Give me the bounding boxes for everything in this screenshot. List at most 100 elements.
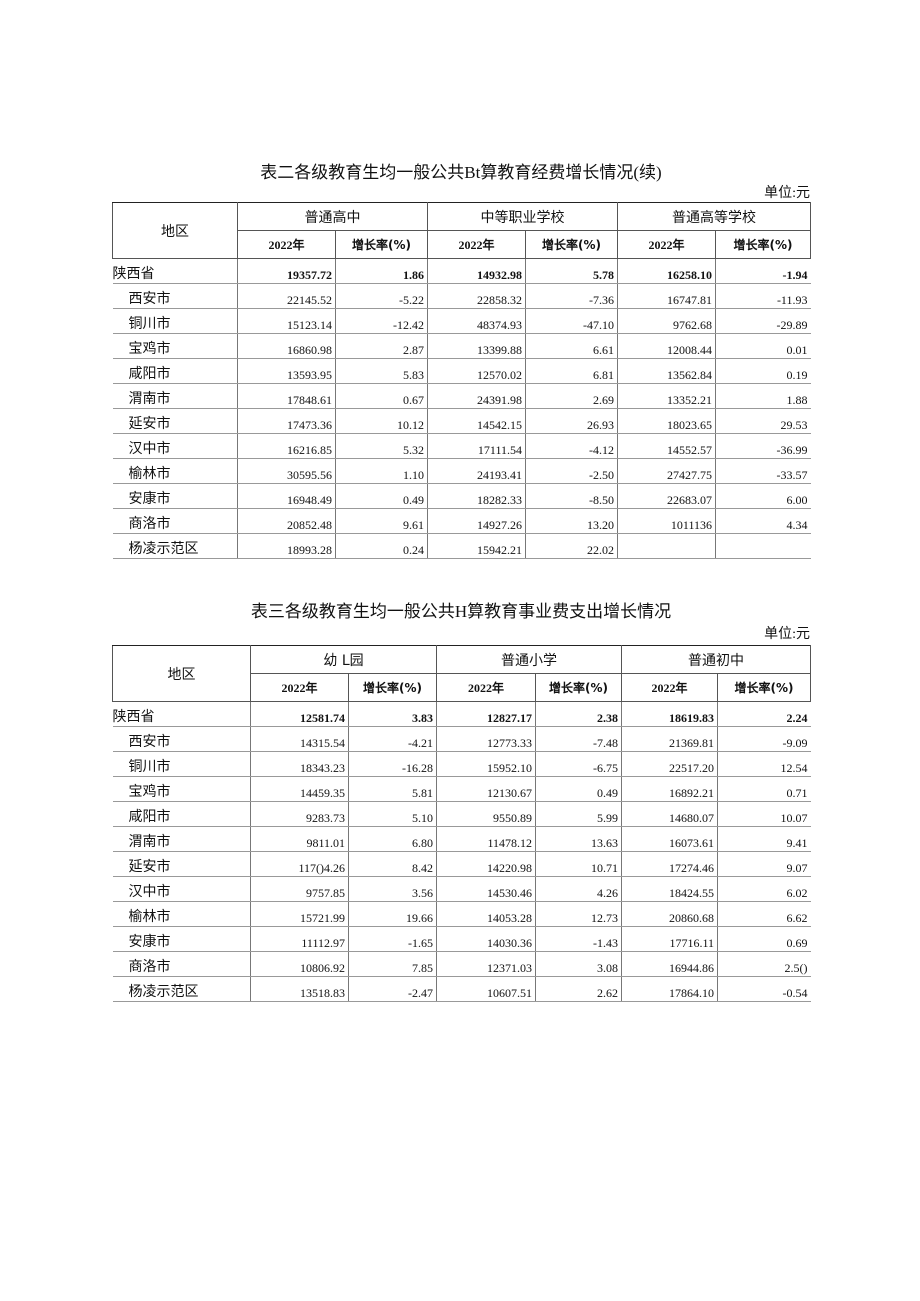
value-cell: 6.00 <box>715 483 811 509</box>
table-row: 西安市 14315.54 -4.21 12773.33 -7.48 21369.81 -9.… <box>112 726 811 752</box>
header-row: 2022年 增长率(%) 2022年 增长率(%) 2022年 增长率(%) <box>113 673 811 702</box>
value-cell: 18343.23 <box>250 751 349 777</box>
value-cell: 16216.85 <box>237 433 336 459</box>
value-cell: 16944.86 <box>621 951 718 977</box>
table-row: 陕西省 19357.72 1.86 14932.98 5.78 16258.10 -1.94 <box>112 258 811 284</box>
value-cell: 12371.03 <box>436 951 536 977</box>
value-cell: -7.36 <box>525 283 618 309</box>
value-cell: -16.28 <box>348 751 437 777</box>
value-cell: 12.73 <box>535 901 622 927</box>
value-cell: -5.22 <box>335 283 428 309</box>
value-cell: 0.69 <box>717 926 811 952</box>
value-cell: 13399.88 <box>427 333 526 359</box>
value-cell: 18023.65 <box>617 408 716 434</box>
value-cell: 1011136 <box>617 508 716 534</box>
value-cell: 6.81 <box>525 358 618 384</box>
table-row: 安康市 11112.97 -1.65 14030.36 -1.43 17716.11 0.6… <box>112 926 811 952</box>
value-cell: 0.24 <box>335 533 428 559</box>
table-row: 西安市 22145.52 -5.22 22858.32 -7.36 16747.81 -11… <box>112 283 811 309</box>
value-cell: 9762.68 <box>617 308 716 334</box>
table-row: 宝鸡市 16860.98 2.87 13399.88 6.61 12008.44 0.01 <box>112 333 811 359</box>
value-cell: -4.21 <box>348 726 437 752</box>
value-cell: 14053.28 <box>436 901 536 927</box>
value-cell: 18282.33 <box>427 483 526 509</box>
region-cell: 铜川市 <box>112 308 238 334</box>
column-header: 增长率(%) <box>715 230 811 259</box>
column-header: 2022年 <box>250 673 349 702</box>
table: 地区 普通高中 中等职业学校 普通高等学校 2022年 增长率(%) 2022年 增长率(%)… <box>112 202 811 559</box>
value-cell: 3.08 <box>535 951 622 977</box>
value-cell: 0.67 <box>335 383 428 409</box>
value-cell: 12773.33 <box>436 726 536 752</box>
table-row: 咸阳市 13593.95 5.83 12570.02 6.81 13562.84 0.19 <box>112 358 811 384</box>
table-row: 延安市 117()4.26 8.42 14220.98 10.71 17274.46 9.0… <box>112 851 811 877</box>
value-cell: -9.09 <box>717 726 811 752</box>
value-cell: 14932.98 <box>427 258 526 284</box>
column-header: 2022年 <box>436 673 536 702</box>
region-cell: 宝鸡市 <box>112 776 251 802</box>
table-row: 渭南市 9811.01 6.80 11478.12 13.63 16073.61 9.41 <box>112 826 811 852</box>
region-cell: 陕西省 <box>112 258 238 284</box>
value-cell: 14530.46 <box>436 876 536 902</box>
region-cell: 咸阳市 <box>112 358 238 384</box>
value-cell: 22858.32 <box>427 283 526 309</box>
value-cell: 9550.89 <box>436 801 536 827</box>
value-cell: 0.19 <box>715 358 811 384</box>
column-header: 增长率(%) <box>525 230 618 259</box>
region-cell: 汉中市 <box>112 876 251 902</box>
value-cell: -4.12 <box>525 433 618 459</box>
value-cell: 18619.83 <box>621 701 718 727</box>
value-cell: 16892.21 <box>621 776 718 802</box>
column-header: 增长率(%) <box>348 673 437 702</box>
value-cell: 14220.98 <box>436 851 536 877</box>
value-cell: -29.89 <box>715 308 811 334</box>
value-cell: 13518.83 <box>250 976 349 1002</box>
table: 地区幼 L园 普通小学 普通初中 2022年 增长率(%) 2022年 增长率(%) 2022… <box>112 645 811 1002</box>
value-cell: 6.02 <box>717 876 811 902</box>
table-row: 延安市 17473.36 10.12 14542.15 26.93 18023.65 29.… <box>112 408 811 434</box>
value-cell: 2.5() <box>717 951 811 977</box>
value-cell: -36.99 <box>715 433 811 459</box>
value-cell: 5.99 <box>535 801 622 827</box>
value-cell: 6.62 <box>717 901 811 927</box>
table-title: 表二各级教育生均一般公共Bt算教育经费增长情况(续) <box>260 163 662 182</box>
region-cell: 榆林市 <box>112 901 251 927</box>
value-cell: 9.07 <box>717 851 811 877</box>
value-cell: -1.43 <box>535 926 622 952</box>
table-row: 咸阳市 9283.73 5.10 9550.89 5.99 14680.07 10.07 <box>112 801 811 827</box>
value-cell: 14552.57 <box>617 433 716 459</box>
value-cell: -33.57 <box>715 458 811 484</box>
table-row: 安康市 16948.49 0.49 18282.33 -8.50 22683.07 6.00 <box>112 483 811 509</box>
column-header: 2022年 <box>427 230 526 259</box>
value-cell: 18993.28 <box>237 533 336 559</box>
value-cell: -0.54 <box>717 976 811 1002</box>
value-cell: 6.80 <box>348 826 437 852</box>
region-cell: 安康市 <box>112 483 238 509</box>
table-row: 杨凌示范区 13518.83 -2.47 10607.51 2.62 17864.10 -0… <box>112 976 811 1002</box>
value-cell: 16860.98 <box>237 333 336 359</box>
value-cell: 3.56 <box>348 876 437 902</box>
value-cell: -2.50 <box>525 458 618 484</box>
header-cell: 地区 <box>112 645 251 702</box>
value-cell: 10.12 <box>335 408 428 434</box>
region-cell: 安康市 <box>112 926 251 952</box>
table-row: 陕西省 12581.74 3.83 12827.17 2.38 18619.83 2.24 <box>112 701 811 727</box>
value-cell: 15952.10 <box>436 751 536 777</box>
value-cell: 13593.95 <box>237 358 336 384</box>
value-cell: 12130.67 <box>436 776 536 802</box>
value-cell: 16948.49 <box>237 483 336 509</box>
value-cell: 14927.26 <box>427 508 526 534</box>
table-row: 汉中市 9757.85 3.56 14530.46 4.26 18424.55 6.02 <box>112 876 811 902</box>
value-cell: 20860.68 <box>621 901 718 927</box>
value-cell: 0.49 <box>335 483 428 509</box>
value-cell: 13352.21 <box>617 383 716 409</box>
value-cell: 2.38 <box>535 701 622 727</box>
value-cell: 9.41 <box>717 826 811 852</box>
value-cell: -11.93 <box>715 283 811 309</box>
region-cell: 汉中市 <box>112 433 238 459</box>
value-cell <box>617 533 716 559</box>
value-cell: 0.49 <box>535 776 622 802</box>
value-cell: 20852.48 <box>237 508 336 534</box>
region-cell: 陕西省 <box>112 701 251 727</box>
